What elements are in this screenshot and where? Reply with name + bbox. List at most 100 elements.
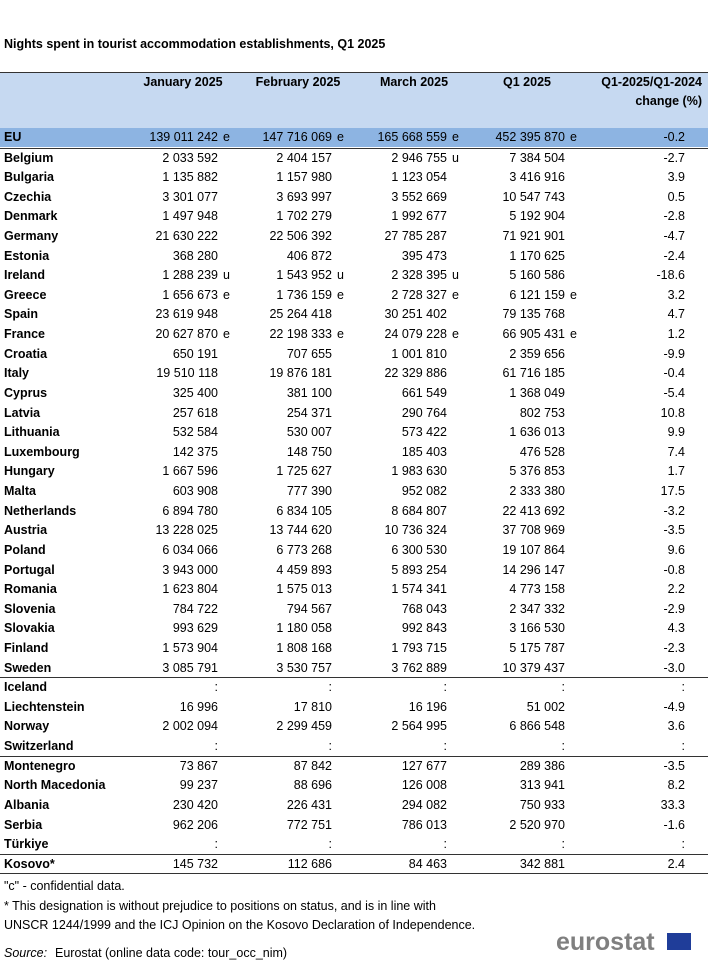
cell-value: -4.7 [663,228,685,243]
source-label: Source: [4,946,48,960]
cell-value: 185 403 [401,444,447,459]
cell-value: 290 764 [401,405,447,420]
cell-flag: e [570,287,577,302]
cell-value: 768 043 [401,601,447,616]
cell-value: : [443,837,447,852]
row-label: Greece [4,287,47,302]
cell-value: 3 693 997 [276,189,332,204]
cell-value: -3.5 [663,523,685,538]
cell-value: 6 034 066 [162,542,218,557]
cell-value: 6 121 159 [509,287,565,302]
column-header: January 2025 [143,75,223,89]
header-band [0,72,708,128]
cell-value: 148 750 [286,444,332,459]
cell-flag: u [223,268,230,283]
group-separator [0,147,708,149]
cell-value: -4.9 [663,699,685,714]
cell-value: 2 564 995 [391,719,447,734]
cell-value: : [214,739,218,754]
cell-value: 22 413 692 [502,503,565,518]
cell-value: 2.2 [667,582,685,597]
row-label: Hungary [4,464,55,479]
cell-value: 3 416 916 [509,170,565,185]
cell-value: 750 933 [519,797,565,812]
cell-flag: e [223,287,230,302]
cell-value: 1 667 596 [162,464,218,479]
row-label: Türkiye [4,837,49,852]
cell-value: 16 996 [179,699,218,714]
cell-value: 2 946 755 [391,150,447,165]
row-label: Estonia [4,248,50,263]
cell-value: 22 506 392 [269,228,332,243]
row-label: Portugal [4,562,55,577]
cell-value: 1 656 673 [162,287,218,302]
cell-value: 1 623 804 [162,582,218,597]
cell-value: 19 510 118 [156,366,218,381]
row-label: Malta [4,484,36,499]
cell-value: 992 843 [401,621,447,636]
cell-value: 5 376 853 [509,464,565,479]
eu-band [0,128,708,147]
cell-value: 3.2 [667,287,685,302]
cell-value: 33.3 [660,797,685,812]
cell-value: 10 547 743 [502,189,565,204]
row-label: Ireland [4,268,45,283]
cell-value: 142 375 [172,444,218,459]
cell-value: 395 473 [401,248,447,263]
eu-flag [667,933,691,950]
row-label: Bulgaria [4,170,55,185]
cell-flag: e [570,327,577,342]
cell-value: 127 677 [401,758,447,773]
cell-value: : [214,680,218,695]
row-label: Germany [4,228,59,243]
cell-value: 19 876 181 [269,366,332,381]
cell-flag: u [337,268,344,283]
footnote: UNSCR 1244/1999 and the ICJ Opinion on t… [4,918,476,932]
cell-value: 22 198 333 [269,327,332,342]
cell-value: 2 728 327 [391,287,447,302]
row-label: Albania [4,797,50,812]
cell-value: 9.9 [667,425,685,440]
cell-value: 772 751 [286,817,332,832]
cell-value: 6 834 105 [276,503,332,518]
cell-value: 1 793 715 [391,641,447,655]
footnote: * This designation is without prejudice … [4,898,436,913]
cell-value: 21 630 222 [155,228,218,243]
row-label: Czechia [4,189,52,204]
cell-value: 952 082 [401,484,447,499]
cell-value: 5 893 254 [391,562,447,577]
cell-value: 1.2 [667,327,685,342]
column-header: change (%) [635,94,702,108]
cell-flag: e [337,130,344,144]
cell-value: 2 002 094 [162,719,218,734]
cell-value: -2.4 [663,248,685,263]
row-label: Italy [4,366,30,381]
cell-value: 2 333 380 [509,484,565,499]
cell-value: 368 280 [172,248,218,263]
cell-value: 786 013 [401,817,447,832]
cell-value: 4.3 [667,621,685,636]
cell-value: 6 300 530 [391,542,447,557]
row-label: Kosovo* [4,856,55,871]
row-label: Austria [4,523,48,538]
cell-value: -0.2 [663,130,685,144]
cell-flag: e [452,327,459,342]
cell-value: 79 135 768 [502,307,565,322]
row-label: Latvia [4,405,41,420]
cell-value: : [681,680,685,695]
cell-value: 37 708 969 [502,523,565,538]
cell-flag: e [223,130,230,144]
row-label: France [4,327,45,342]
cell-value: 6 866 548 [509,719,565,734]
cell-value: 784 722 [172,601,218,616]
column-header: Q1 2025 [503,75,551,89]
cell-value: 3 530 757 [276,660,332,675]
cell-value: 73 867 [179,758,218,773]
cell-value: 6 773 268 [276,542,332,557]
cell-value: -2.8 [663,209,685,224]
cell-value: 0.5 [667,189,685,204]
cell-value: 19 107 864 [502,542,565,557]
cell-value: 14 296 147 [502,562,565,577]
row-label: Romania [4,582,57,597]
